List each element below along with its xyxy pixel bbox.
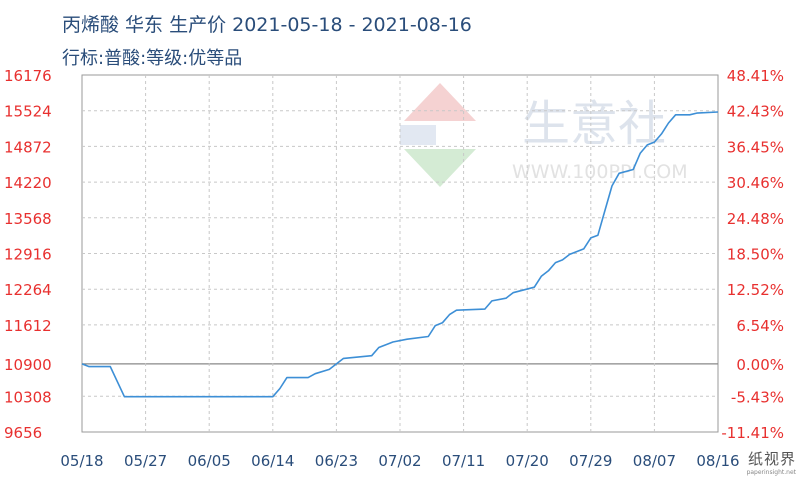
corner-watermark-url: paperinsight.net (746, 469, 796, 476)
watermark-logo-bottom-shape (404, 149, 476, 187)
y-right-tick-label: 12.52% (727, 281, 784, 299)
y-left-tick-label: 9656 (4, 424, 42, 442)
watermark-logo-top-shape (404, 83, 476, 121)
y-right-tick-label: 6.54% (736, 317, 784, 335)
x-tick-label: 06/23 (315, 452, 358, 470)
y-right-tick-label: 24.48% (727, 210, 784, 228)
watermark-logo-text: 生意社 (522, 96, 666, 152)
watermark-logo-url: WWW.100PPI.COM (512, 161, 688, 183)
watermark-logo-left-shape (400, 125, 436, 145)
y-left-tick-label: 14872 (4, 138, 52, 156)
y-left-tick-label: 12916 (4, 246, 52, 264)
x-tick-label: 07/29 (569, 452, 612, 470)
x-tick-label: 07/02 (378, 452, 421, 470)
y-right-tick-label: 18.50% (727, 246, 784, 264)
series-line (81, 111, 719, 398)
y-right-tick-label: 30.46% (727, 174, 784, 192)
y-right-tick-label: 42.43% (727, 103, 784, 121)
y-left-tick-label: 14220 (4, 174, 52, 192)
y-left-tick-label: 11612 (4, 317, 52, 335)
y-right-tick-label: -11.41% (721, 424, 784, 442)
y-left-tick-label: 12264 (4, 281, 52, 299)
chart-subtitle: 行标:普酸:等级:优等品 (62, 48, 243, 69)
y-left-tick-label: 10900 (4, 356, 52, 374)
x-tick-label: 07/20 (506, 452, 549, 470)
x-tick-label: 08/07 (633, 452, 676, 470)
y-right-tick-label: -5.43% (731, 388, 784, 406)
x-tick-label: 05/18 (60, 452, 103, 470)
x-tick-label: 05/27 (124, 452, 167, 470)
y-right-tick-label: 0.00% (736, 356, 784, 374)
x-tick-label: 08/16 (696, 452, 739, 470)
corner-watermark: 纸视界 paperinsight.net (747, 448, 796, 476)
y-right-tick-label: 48.41% (727, 67, 784, 85)
y-left-tick-label: 16176 (4, 67, 52, 85)
y-left-tick-label: 13568 (4, 210, 52, 228)
y-left-tick-label: 15524 (4, 103, 52, 121)
x-tick-label: 06/14 (251, 452, 294, 470)
y-right-tick-label: 36.45% (727, 138, 784, 156)
corner-watermark-cn: 纸视界 (747, 450, 796, 468)
x-tick-label: 06/05 (188, 452, 231, 470)
chart-title: 丙烯酸 华东 生产价 2021-05-18 - 2021-08-16 (62, 14, 472, 36)
x-tick-label: 07/11 (442, 452, 485, 470)
y-left-tick-label: 10308 (4, 388, 52, 406)
